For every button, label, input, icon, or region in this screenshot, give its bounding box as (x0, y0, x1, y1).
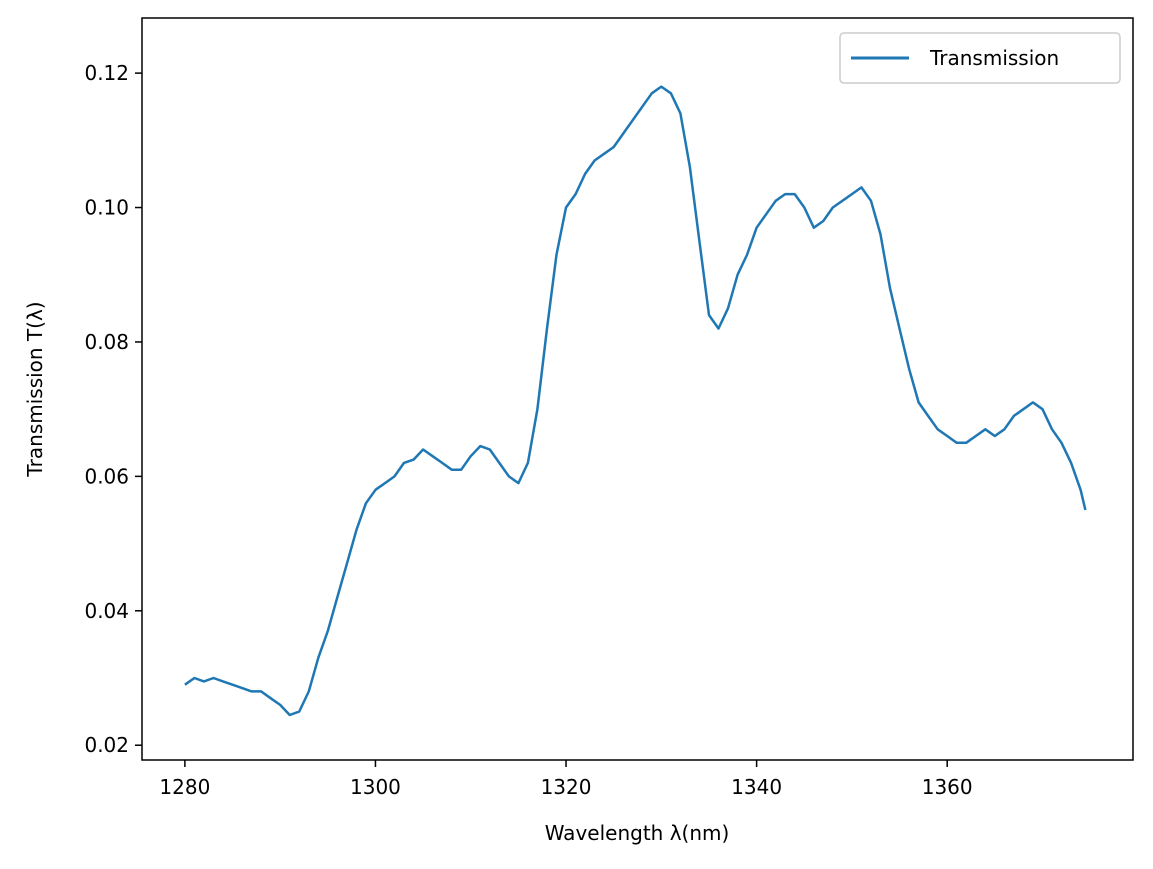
y-tick-label: 0.08 (84, 330, 129, 354)
y-tick-label: 0.12 (84, 61, 129, 85)
series-layer (184, 85, 1087, 717)
y-tick-label: 0.02 (84, 733, 129, 757)
y-axis-title: Transmission T(λ) (23, 301, 47, 477)
plot-frame (141, 17, 1134, 761)
x-axis-ticks: 1280 1300 1320 1340 1360 (159, 760, 973, 799)
x-tick-label: 1360 (922, 775, 973, 799)
x-tick-label: 1300 (350, 775, 401, 799)
x-axis-title: Wavelength λ(nm) (545, 821, 730, 845)
y-tick-label: 0.04 (84, 599, 129, 623)
legend-box (839, 32, 1121, 84)
y-tick-label: 0.06 (84, 464, 129, 488)
y-axis-ticks: 0.02 0.04 0.06 0.08 0.10 0.12 (84, 61, 142, 757)
plot-area (142, 18, 1133, 760)
transmission-line (184, 85, 1087, 717)
legend: Transmission (839, 32, 1121, 84)
x-tick-label: 1280 (159, 775, 210, 799)
legend-label: Transmission (929, 46, 1059, 70)
x-tick-label: 1320 (541, 775, 592, 799)
y-tick-label: 0.10 (84, 196, 129, 220)
x-tick-label: 1340 (731, 775, 782, 799)
